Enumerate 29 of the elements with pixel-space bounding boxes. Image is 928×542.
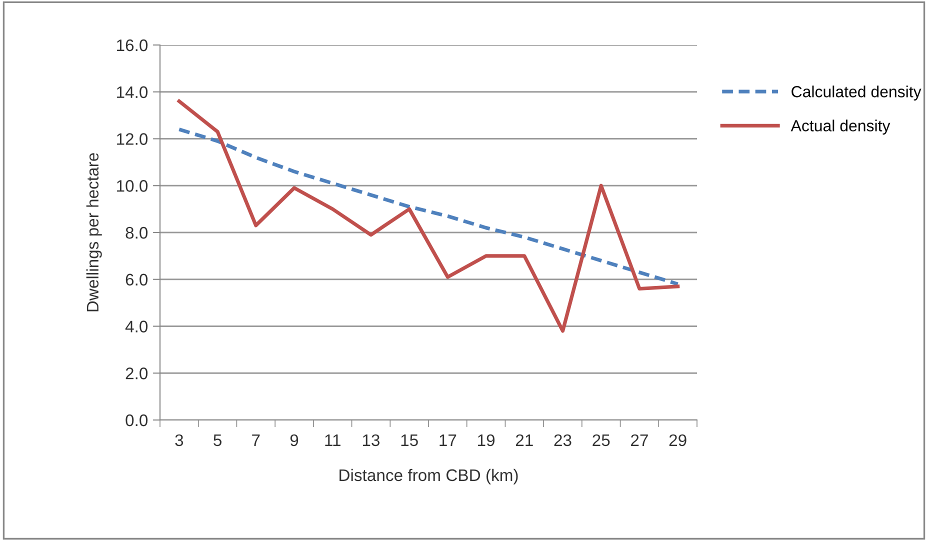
y-axis-title: Dwellings per hectare bbox=[86, 153, 102, 312]
y-tick-label: 12.0 bbox=[117, 133, 148, 145]
x-tick-label: 25 bbox=[592, 434, 610, 446]
x-tick-label: 9 bbox=[290, 434, 298, 446]
x-tick-label: 19 bbox=[478, 434, 495, 446]
y-tick-label: 0.0 bbox=[126, 414, 148, 426]
x-tick-label: 3 bbox=[175, 434, 184, 446]
x-tick-label: 21 bbox=[516, 434, 533, 446]
x-tick-label: 29 bbox=[669, 434, 686, 446]
x-tick-label: 7 bbox=[252, 434, 260, 446]
legend-label: Actual density bbox=[790, 120, 890, 135]
legend-label: Calculated density bbox=[792, 86, 922, 101]
y-tick-label: 4.0 bbox=[125, 320, 148, 332]
line-series bbox=[177, 99, 680, 333]
y-tick-label: 14.0 bbox=[117, 86, 148, 98]
x-tick-label: 17 bbox=[440, 434, 456, 446]
x-tick-label: 15 bbox=[401, 434, 418, 446]
y-tick-label: 8.0 bbox=[126, 226, 148, 239]
x-tick-label: 11 bbox=[325, 434, 340, 446]
x-tick-label: 13 bbox=[362, 434, 380, 446]
x-tick-label: 23 bbox=[554, 434, 572, 446]
x-axis-title: Distance from CBD (km) bbox=[340, 468, 518, 484]
y-tick-label: 2.0 bbox=[126, 368, 148, 380]
x-tick-label: 5 bbox=[214, 434, 222, 446]
y-tick-label: 16.0 bbox=[117, 39, 148, 52]
line-series bbox=[177, 128, 680, 286]
y-tick-label: 10.0 bbox=[117, 180, 148, 192]
x-tick-label: 27 bbox=[631, 434, 648, 446]
y-tick-label: 6.0 bbox=[126, 274, 148, 286]
